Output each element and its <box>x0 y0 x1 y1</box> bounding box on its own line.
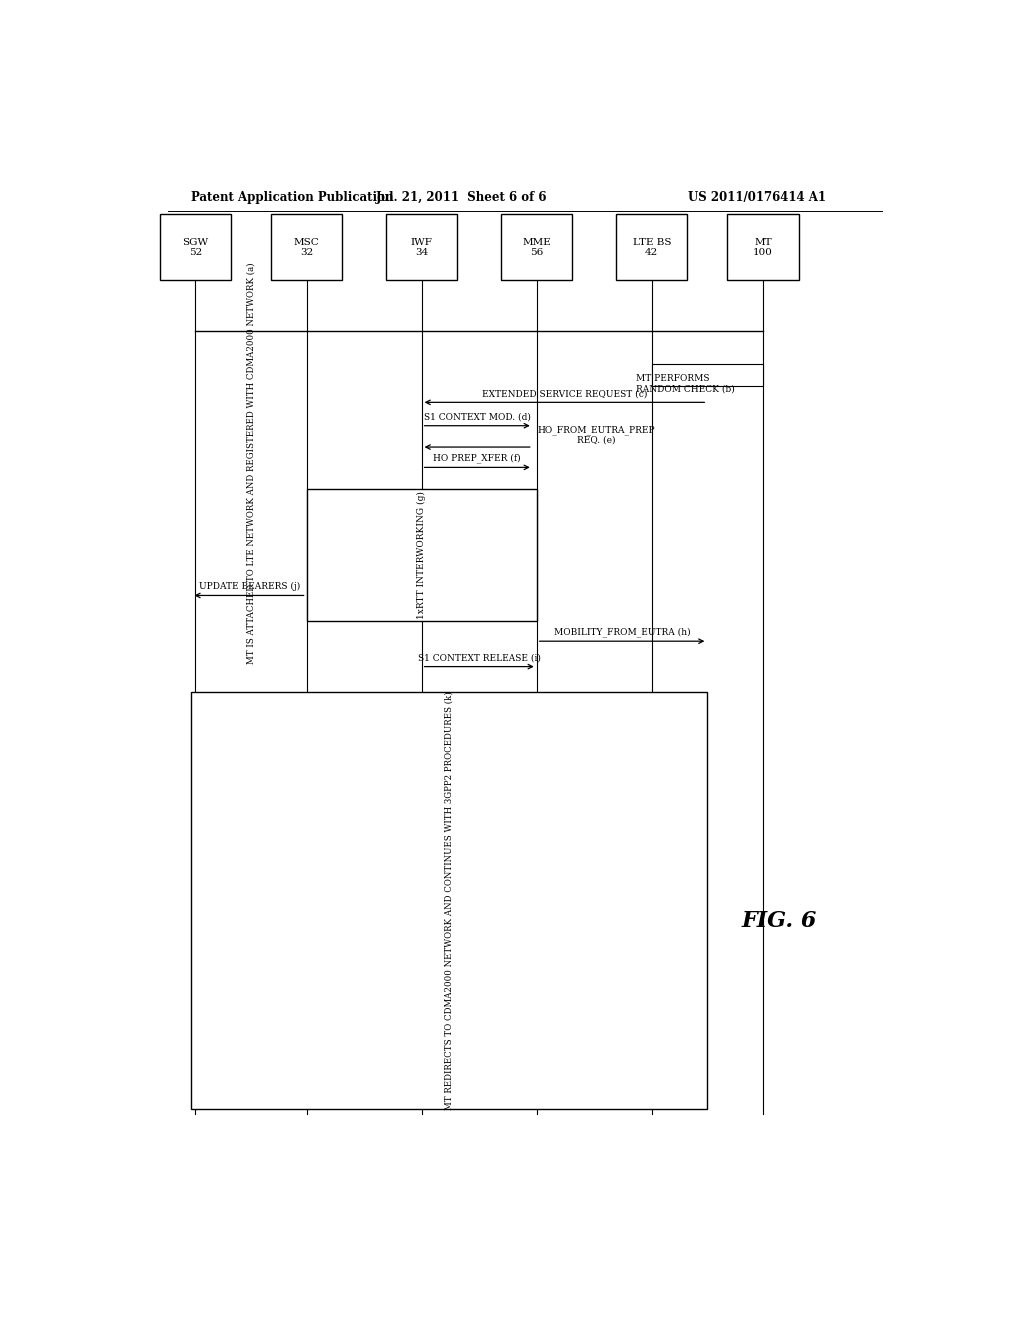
Bar <box>727 214 799 280</box>
Text: HO_FROM_EUTRA_PREP
REQ. (e): HO_FROM_EUTRA_PREP REQ. (e) <box>538 425 655 445</box>
Text: MT IS ATTACHED TO LTE NETWORK AND REGISTERED WITH CDMA2000 NETWORK (a): MT IS ATTACHED TO LTE NETWORK AND REGIST… <box>247 263 256 664</box>
Text: SGW
52: SGW 52 <box>182 238 209 257</box>
Text: UPDATE BEARERS (j): UPDATE BEARERS (j) <box>199 582 300 591</box>
Text: MOBILITY_FROM_EUTRA (h): MOBILITY_FROM_EUTRA (h) <box>554 627 691 638</box>
Text: HO PREP_XFER (f): HO PREP_XFER (f) <box>433 454 521 463</box>
Text: LTE BS
42: LTE BS 42 <box>633 238 671 257</box>
Text: Jul. 21, 2011  Sheet 6 of 6: Jul. 21, 2011 Sheet 6 of 6 <box>376 190 547 203</box>
Text: 1xRTT INTERWORKING (g): 1xRTT INTERWORKING (g) <box>417 491 426 619</box>
Text: MT PERFORMS
RANDOM CHECK (b): MT PERFORMS RANDOM CHECK (b) <box>636 375 734 393</box>
Bar <box>616 214 687 280</box>
Text: US 2011/0176414 A1: US 2011/0176414 A1 <box>688 190 826 203</box>
Text: MME
56: MME 56 <box>522 238 551 257</box>
Text: MT REDIRECTS TO CDMA2000 NETWORK AND CONTINUES WITH 3GPP2 PROCEDURES (k): MT REDIRECTS TO CDMA2000 NETWORK AND CON… <box>444 690 454 1110</box>
Text: MSC
32: MSC 32 <box>294 238 319 257</box>
Bar <box>501 214 572 280</box>
Bar <box>386 214 458 280</box>
Bar <box>270 214 342 280</box>
Bar <box>160 214 231 280</box>
Text: Patent Application Publication: Patent Application Publication <box>191 190 394 203</box>
Text: S1 CONTEXT RELEASE (i): S1 CONTEXT RELEASE (i) <box>418 653 541 663</box>
Bar <box>191 692 708 1109</box>
Text: IWF
34: IWF 34 <box>411 238 432 257</box>
Text: S1 CONTEXT MOD. (d): S1 CONTEXT MOD. (d) <box>424 413 530 421</box>
Bar <box>306 488 537 620</box>
Text: EXTENDED SERVICE REQUEST (c): EXTENDED SERVICE REQUEST (c) <box>482 389 647 399</box>
Text: MT
100: MT 100 <box>753 238 773 257</box>
Text: FIG. 6: FIG. 6 <box>741 909 816 932</box>
Bar <box>652 364 763 385</box>
